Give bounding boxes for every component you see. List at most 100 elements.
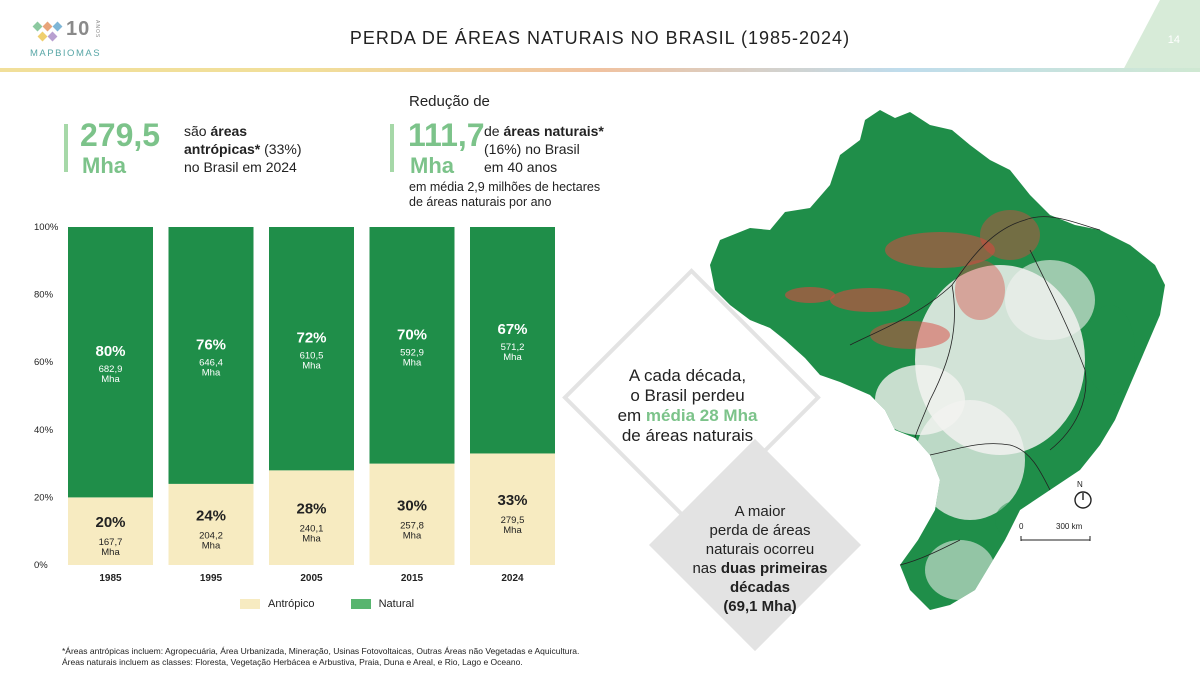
reduction-unit: Mha xyxy=(410,153,454,178)
x-tick-label: 1995 xyxy=(200,573,223,584)
chart-legend: Antrópico Natural xyxy=(240,598,414,610)
brazil-map xyxy=(710,110,1165,610)
bar-mha-unit-natural: Mha xyxy=(503,352,522,363)
page-title: PERDA DE ÁREAS NATURAIS NO BRASIL (1985-… xyxy=(349,28,851,48)
corner-decoration xyxy=(1122,0,1200,72)
reduction-value: 111,7 xyxy=(408,117,485,153)
y-tick-label: 40% xyxy=(34,425,54,436)
bar-mha-unit-natural: Mha xyxy=(302,361,321,372)
map-biome-boundaries xyxy=(849,216,1101,566)
bar-percent-label-antropic: 28% xyxy=(296,501,326,518)
reduction-text: de áreas naturais* (16%) no Brasil em 40… xyxy=(484,122,604,176)
bar-percent-label-natural: 76% xyxy=(196,336,226,353)
bar-segment-antropic xyxy=(168,483,254,565)
header-rule xyxy=(0,68,1200,72)
bar-percent-label-antropic: 24% xyxy=(196,507,226,524)
bar-mha-unit-natural: Mha xyxy=(202,367,221,378)
bar-mha-label-natural: 682,9 xyxy=(99,364,123,375)
bar-mha-label-antropic: 257,8 xyxy=(400,520,424,531)
antropic-text: são áreas antrópicas* (33%) no Brasil em… xyxy=(184,122,301,176)
reduction-line1-bold: áreas naturais* xyxy=(503,123,604,139)
bar-segment-antropic xyxy=(269,470,354,565)
decade-line1: A cada década, xyxy=(628,366,747,385)
decade-line3-pre: em xyxy=(617,406,646,425)
antropic-line2-bold: antrópicas* xyxy=(184,141,261,157)
decade-line2: o Brasil perdeu xyxy=(630,386,745,405)
bar-segment-antropic xyxy=(470,453,555,565)
legend-swatch-antropic xyxy=(240,599,260,610)
reduction-line2: (16%) no Brasil xyxy=(484,141,580,157)
antropic-value: 279,5 xyxy=(80,117,161,153)
bar-percent-label-natural: 72% xyxy=(296,330,326,347)
footnote-line1: *Áreas antrópicas incluem: Agropecuária,… xyxy=(62,646,580,656)
footnote-line2: Áreas naturais incluem as classes: Flore… xyxy=(62,657,523,667)
x-tick-label: 1985 xyxy=(99,573,122,584)
reduction-line1-pre: de xyxy=(484,123,504,139)
bar-segment-natural xyxy=(168,227,254,484)
bar-mha-label-antropic: 240,1 xyxy=(300,524,324,535)
north-arrow-icon: N xyxy=(1074,480,1092,509)
decade-line4: de áreas naturais xyxy=(621,426,754,445)
legend-swatch-natural xyxy=(350,599,371,610)
bar-segment-natural xyxy=(269,227,354,471)
legend-label-natural: Natural xyxy=(378,598,415,610)
logo-mark-icon xyxy=(32,21,63,42)
bar-segment-natural xyxy=(470,227,555,454)
y-tick-label: 100% xyxy=(34,222,59,233)
largest-line2: perda de áreas xyxy=(709,522,811,539)
bar-segment-natural xyxy=(68,227,153,498)
stacked-bar-chart: 0%20%40%60%80%100%20%167,7Mha80%682,9Mha… xyxy=(34,222,555,584)
scale-start: 0 xyxy=(1019,522,1024,531)
bar-mha-unit-antropic: Mha xyxy=(302,534,321,545)
decade-highlight: média 28 Mha xyxy=(645,406,758,425)
compass-label: N xyxy=(1077,480,1083,489)
bar-mha-label-natural: 646,4 xyxy=(199,357,223,368)
antropic-line2-rest: (33%) xyxy=(260,141,302,157)
footnote: *Áreas antrópicas incluem: Agropecuária,… xyxy=(62,646,579,668)
largest-line3: naturais ocorreu xyxy=(705,541,815,558)
bar-mha-label-natural: 571,2 xyxy=(501,342,525,353)
bar-percent-label-antropic: 33% xyxy=(497,492,527,509)
bar-mha-unit-natural: Mha xyxy=(101,374,120,385)
bar-mha-unit-natural: Mha xyxy=(403,357,422,368)
reduction-heading: Redução de xyxy=(409,93,490,110)
bar-mha-label-antropic: 279,5 xyxy=(501,515,525,526)
logo-ten: 10 xyxy=(66,18,91,40)
page-number: 14 xyxy=(1167,34,1180,46)
bar-segment-antropic xyxy=(369,463,455,565)
mapbiomas-logo: 10 ANOS MAPBIOMAS xyxy=(28,18,108,64)
y-tick-label: 60% xyxy=(34,357,54,368)
bar-percent-label-antropic: 30% xyxy=(397,497,427,514)
callout-decade-text: A cada década, o Brasil perdeu em média … xyxy=(580,366,795,446)
x-tick-label: 2015 xyxy=(401,573,424,584)
bar-mha-unit-antropic: Mha xyxy=(503,525,522,536)
bar-percent-label-natural: 70% xyxy=(397,326,427,343)
reduction-note1: em média 2,9 milhões de hectares xyxy=(409,180,601,194)
stat-accent-bar-2 xyxy=(390,124,394,172)
logo-anos: ANOS xyxy=(94,20,100,39)
callout-largest-text: A maior perda de áreas naturais ocorreu … xyxy=(660,502,860,616)
largest-line4-bold: duas primeiras xyxy=(720,560,828,577)
largest-line1: A maior xyxy=(734,503,786,520)
largest-line4-pre: nas xyxy=(692,560,721,577)
bar-segment-natural xyxy=(369,227,455,464)
bar-mha-unit-antropic: Mha xyxy=(202,540,221,551)
bar-percent-label-natural: 80% xyxy=(95,343,125,360)
logo-name: MAPBIOMAS xyxy=(30,48,102,59)
reduction-note: em média 2,9 milhões de hectares de área… xyxy=(409,180,600,210)
bar-mha-unit-antropic: Mha xyxy=(403,530,422,541)
antropic-line1-bold: áreas xyxy=(210,123,248,139)
scale-end: 300 km xyxy=(1056,522,1083,531)
bar-mha-label-antropic: 204,2 xyxy=(199,530,223,541)
bar-mha-label-antropic: 167,7 xyxy=(99,537,123,548)
antropic-unit: Mha xyxy=(82,153,126,178)
bar-mha-label-natural: 592,9 xyxy=(400,347,424,358)
bar-mha-unit-antropic: Mha xyxy=(101,547,120,558)
x-tick-label: 2024 xyxy=(501,573,524,584)
y-tick-label: 80% xyxy=(34,290,54,301)
reduction-line3: em 40 anos xyxy=(484,159,558,175)
bar-mha-label-natural: 610,5 xyxy=(300,351,324,362)
reduction-note2: de áreas naturais por ano xyxy=(409,195,552,209)
y-tick-label: 0% xyxy=(34,560,48,571)
largest-line6-bold: (69,1 Mha) xyxy=(723,598,797,615)
